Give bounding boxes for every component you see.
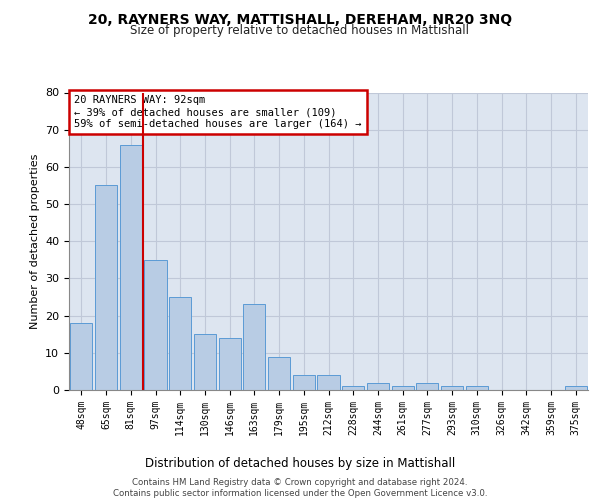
Bar (367, 382, 389, 390)
Text: 20 RAYNERS WAY: 92sqm
← 39% of detached houses are smaller (109)
59% of semi-det: 20 RAYNERS WAY: 92sqm ← 39% of detached … (74, 96, 362, 128)
Bar (145, 260, 167, 390)
Bar (95, 186, 117, 390)
Text: Contains HM Land Registry data © Crown copyright and database right 2024.
Contai: Contains HM Land Registry data © Crown c… (113, 478, 487, 498)
Bar (70, 323, 92, 390)
Y-axis label: Number of detached properties: Number of detached properties (29, 154, 40, 329)
Bar (342, 386, 364, 390)
Bar (218, 338, 241, 390)
Bar (441, 386, 463, 390)
Bar (268, 356, 290, 390)
Bar (119, 144, 142, 390)
Bar (416, 382, 439, 390)
Bar (565, 386, 587, 390)
Text: Size of property relative to detached houses in Mattishall: Size of property relative to detached ho… (131, 24, 470, 37)
Text: 20, RAYNERS WAY, MATTISHALL, DEREHAM, NR20 3NQ: 20, RAYNERS WAY, MATTISHALL, DEREHAM, NR… (88, 12, 512, 26)
Bar (392, 386, 414, 390)
Bar (243, 304, 265, 390)
Bar (466, 386, 488, 390)
Bar (317, 375, 340, 390)
Text: Distribution of detached houses by size in Mattishall: Distribution of detached houses by size … (145, 458, 455, 470)
Bar (169, 297, 191, 390)
Bar (293, 375, 315, 390)
Bar (194, 334, 216, 390)
